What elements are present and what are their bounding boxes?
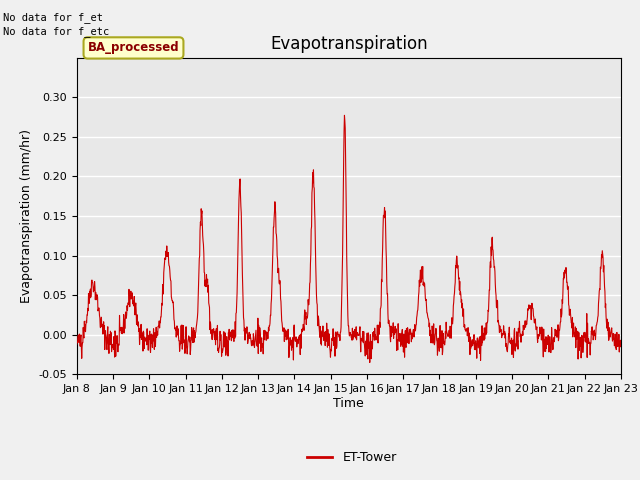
Title: Evapotranspiration: Evapotranspiration [270,35,428,53]
Legend: ET-Tower: ET-Tower [302,446,402,469]
Text: BA_processed: BA_processed [88,41,179,54]
Text: No data for f_etc: No data for f_etc [3,26,109,37]
X-axis label: Time: Time [333,397,364,410]
Y-axis label: Evapotranspiration (mm/hr): Evapotranspiration (mm/hr) [20,129,33,303]
Text: No data for f_et: No data for f_et [3,12,103,23]
